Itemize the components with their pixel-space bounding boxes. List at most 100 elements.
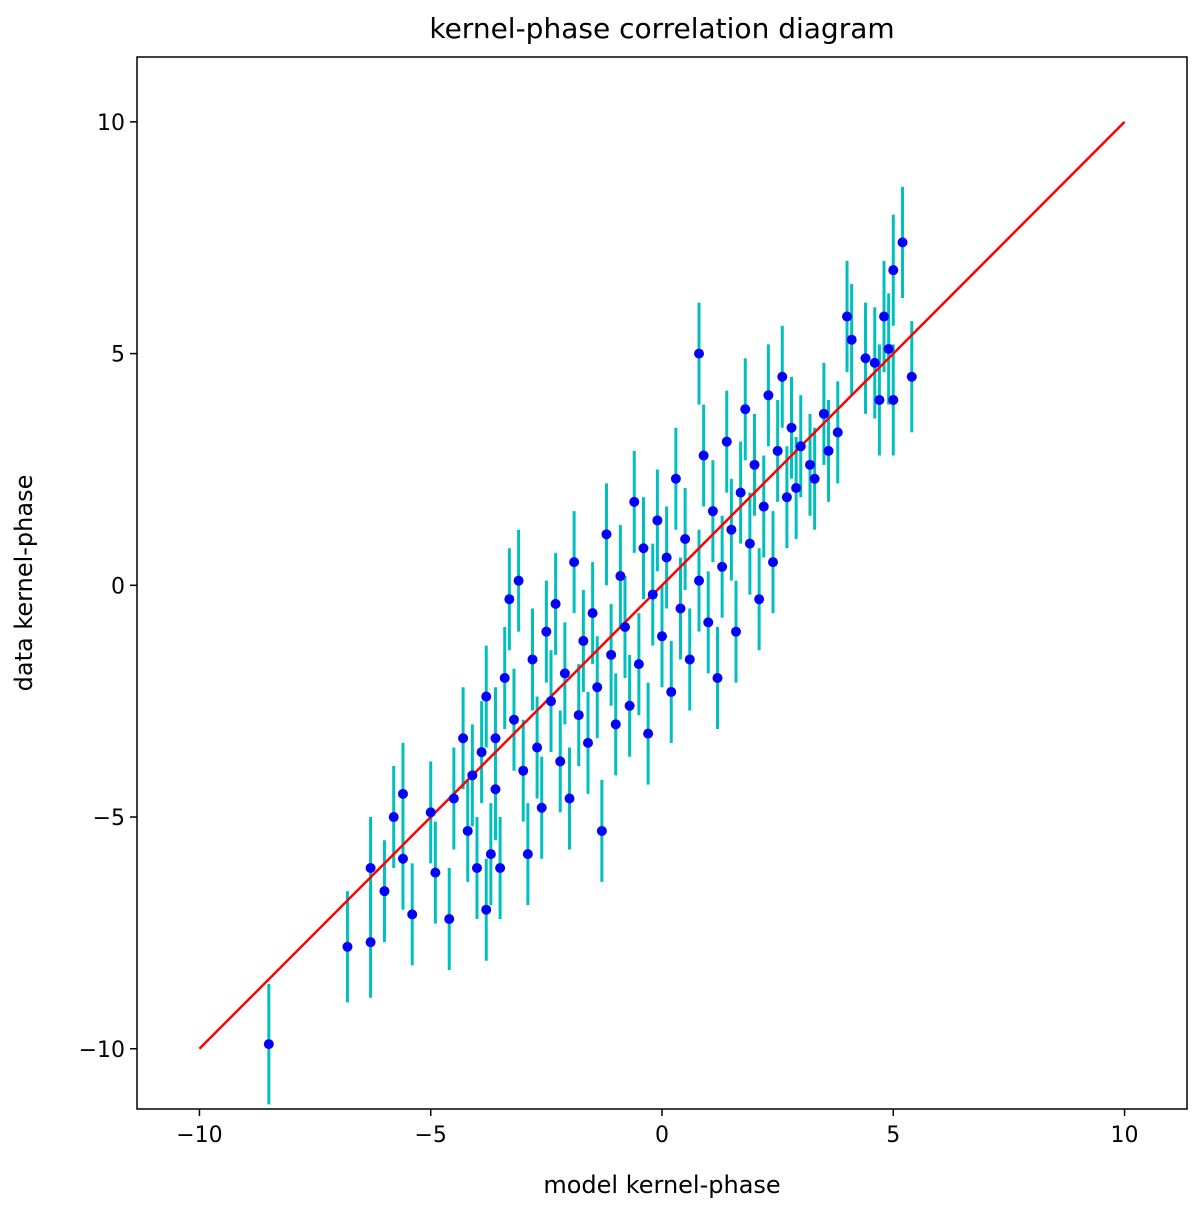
- plot-area: [198, 120, 1126, 1105]
- data-point: [823, 445, 834, 456]
- data-point: [569, 557, 580, 568]
- data-point: [462, 825, 473, 836]
- data-point: [661, 552, 672, 563]
- data-point: [444, 913, 455, 924]
- data-point: [768, 557, 779, 568]
- data-point: [805, 459, 816, 470]
- data-point: [365, 937, 376, 948]
- data-point: [490, 784, 501, 795]
- data-point: [781, 492, 792, 503]
- x-axis-title: model kernel-phase: [543, 1171, 780, 1199]
- data-point: [777, 371, 788, 382]
- data-point: [842, 311, 853, 322]
- data-point: [587, 608, 598, 619]
- data-point: [536, 802, 547, 813]
- data-point: [615, 571, 626, 582]
- data-point: [832, 427, 843, 438]
- data-point: [522, 849, 533, 860]
- data-point: [791, 482, 802, 493]
- data-point: [458, 733, 469, 744]
- data-point: [670, 473, 681, 484]
- reference-line: [198, 120, 1126, 1050]
- data-point: [342, 941, 353, 952]
- data-point: [721, 436, 732, 447]
- data-point: [481, 904, 492, 915]
- data-point: [731, 626, 742, 637]
- data-point: [897, 237, 908, 248]
- data-point: [504, 594, 515, 605]
- data-point: [448, 793, 459, 804]
- data-point: [888, 265, 899, 276]
- data-point: [749, 459, 760, 470]
- data-point: [633, 659, 644, 670]
- data-point: [485, 849, 496, 860]
- data-point: [680, 533, 691, 544]
- data-point: [610, 719, 621, 730]
- data-point: [592, 682, 603, 693]
- data-point: [430, 867, 441, 878]
- data-point: [694, 575, 705, 586]
- data-point: [397, 853, 408, 864]
- data-point: [698, 450, 709, 461]
- data-point: [407, 909, 418, 920]
- data-point: [846, 334, 857, 345]
- x-tick-label: −5: [415, 1123, 447, 1148]
- data-point: [619, 622, 630, 633]
- data-point: [740, 404, 751, 415]
- data-point: [601, 529, 612, 540]
- data-point: [726, 524, 737, 535]
- y-tick-label: 0: [111, 574, 125, 599]
- data-point: [652, 515, 663, 526]
- data-point: [643, 728, 654, 739]
- data-point: [263, 1039, 274, 1050]
- y-tick-label: 10: [97, 111, 125, 136]
- data-point: [397, 788, 408, 799]
- y-tick-label: −5: [93, 806, 125, 831]
- data-point: [476, 747, 487, 758]
- data-point: [657, 631, 667, 642]
- axis-ticks: −10 −5 0 5 10 −10 −5 0 5 10: [79, 111, 1139, 1148]
- data-point: [888, 394, 899, 405]
- data-point: [795, 441, 806, 452]
- data-point: [606, 649, 617, 660]
- data-point: [883, 343, 894, 354]
- data-point: [772, 445, 783, 456]
- data-point: [818, 408, 829, 419]
- y-tick-label: −10: [79, 1038, 125, 1063]
- data-point: [869, 357, 880, 368]
- data-point: [786, 422, 797, 433]
- data-point: [467, 770, 478, 781]
- data-point: [518, 765, 529, 776]
- data-point: [596, 825, 607, 836]
- data-point: [545, 696, 556, 707]
- data-point: [527, 654, 538, 665]
- data-point: [712, 673, 723, 684]
- data-point: [559, 668, 570, 679]
- x-tick-label: −10: [176, 1123, 222, 1148]
- data-point: [717, 561, 728, 572]
- data-point: [555, 756, 566, 767]
- data-point: [564, 793, 575, 804]
- data-point: [675, 603, 686, 614]
- data-point: [906, 371, 917, 382]
- data-point: [684, 654, 695, 665]
- data-point: [744, 538, 755, 549]
- data-point: [532, 742, 543, 753]
- data-point: [578, 635, 589, 646]
- data-point: [638, 543, 649, 554]
- data-point: [513, 575, 524, 586]
- data-point: [809, 473, 820, 484]
- data-point: [666, 686, 677, 697]
- data-point: [541, 626, 552, 637]
- data-point: [582, 737, 593, 748]
- data-point: [388, 812, 399, 823]
- data-point: [573, 710, 584, 721]
- data-point: [550, 598, 561, 609]
- y-axis-title: data kernel-phase: [10, 475, 38, 692]
- data-point: [624, 700, 635, 711]
- chart-title: kernel-phase correlation diagram: [429, 12, 894, 45]
- data-point: [703, 617, 714, 628]
- data-point: [879, 311, 890, 322]
